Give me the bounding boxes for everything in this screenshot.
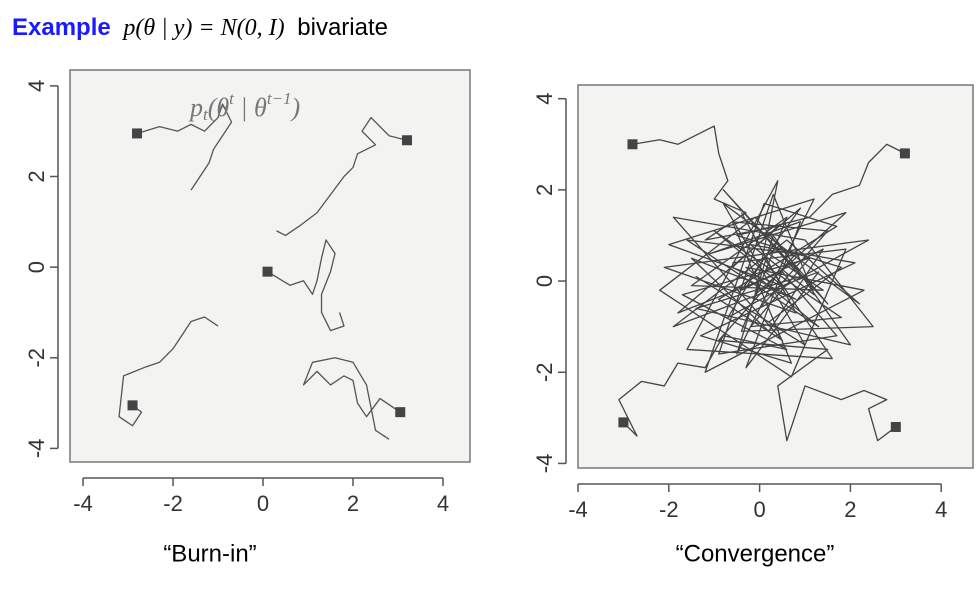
title-label: Example	[12, 14, 111, 41]
annotation-part: p	[188, 93, 203, 122]
annotation-part: t	[203, 105, 209, 124]
chain-path	[118, 316, 219, 427]
annotation-part: )	[290, 93, 301, 122]
annotation-part: | θ	[234, 93, 267, 122]
start-marker	[262, 266, 273, 277]
title-suffix: bivariate	[297, 14, 388, 41]
chain-path	[302, 357, 401, 440]
chain-path	[136, 103, 233, 191]
x-tick-label: 0	[753, 497, 765, 522]
caption: “Convergence”	[676, 540, 835, 567]
y-tick-label: 0	[24, 261, 49, 273]
start-marker	[402, 135, 413, 146]
start-marker	[618, 417, 629, 428]
x-tick-label: 4	[437, 491, 449, 516]
x-tick-label: 2	[844, 497, 856, 522]
x-tick-label: -2	[659, 497, 679, 522]
start-marker	[899, 148, 910, 159]
y-tick-label: 4	[24, 80, 49, 92]
start-marker	[132, 128, 143, 139]
chain-path	[276, 116, 408, 237]
caption: “Burn-in”	[163, 540, 256, 567]
x-tick-label: 0	[257, 491, 269, 516]
chain-path	[632, 125, 856, 364]
y-tick-label: -4	[24, 439, 49, 459]
slide-title: Example p(θ | y) = N(0, I) bivariate	[12, 14, 388, 42]
y-tick-label: -4	[532, 454, 557, 474]
annotation-part: t	[229, 89, 235, 108]
y-tick-label: 0	[532, 275, 557, 287]
annotation-part: (θ	[208, 93, 230, 122]
x-tick-label: -4	[73, 491, 93, 516]
y-tick-label: 2	[532, 184, 557, 196]
start-marker	[890, 421, 901, 432]
start-marker	[395, 407, 406, 418]
y-tick-label: -2	[532, 362, 557, 382]
start-marker	[127, 400, 138, 411]
x-tick-label: 4	[935, 497, 947, 522]
start-marker	[627, 139, 638, 150]
title-formula: p(θ | y) = N(0, I)	[123, 15, 285, 41]
annotation: pt(θt | θt−1)	[188, 89, 300, 124]
annotation-part: t−1	[267, 89, 292, 108]
x-tick-label: 2	[347, 491, 359, 516]
x-tick-label: -4	[568, 497, 588, 522]
y-tick-label: 2	[24, 170, 49, 182]
chain-path	[267, 239, 345, 332]
x-tick-label: -2	[163, 491, 183, 516]
y-tick-label: 4	[532, 93, 557, 105]
chain-path	[618, 189, 852, 437]
chain-path	[672, 202, 897, 442]
y-tick-label: -2	[24, 348, 49, 368]
